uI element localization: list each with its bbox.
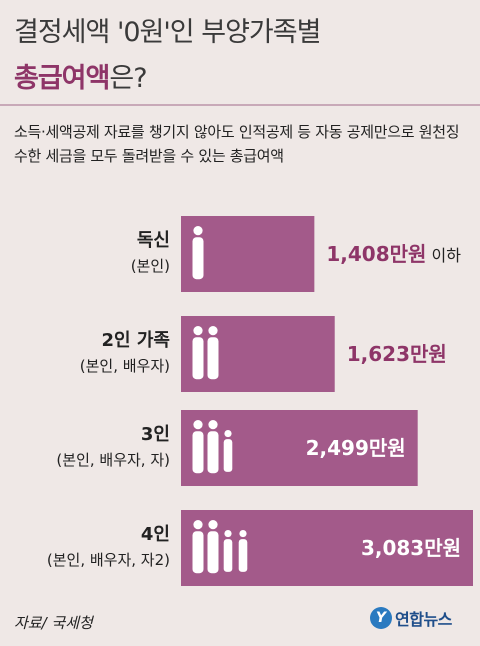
category-label-2: 3인 [141, 424, 170, 445]
person-icon-head-3-3 [239, 530, 247, 538]
title-line-1: 결정세액 '0원'인 부양가족별 [14, 17, 321, 48]
source-note: 자료/ 국세청 [14, 614, 93, 632]
title-divider [0, 104, 480, 106]
person-icon-head-3-2 [224, 530, 232, 538]
bar-1 [181, 316, 335, 392]
value-label-2: 2,499만원 [306, 436, 406, 460]
person-icon-head-2-0 [193, 420, 203, 430]
person-icon-body-2-0 [192, 431, 204, 474]
value-label-1: 1,623만원 [347, 342, 447, 366]
person-icon-head-2-2 [224, 430, 232, 438]
category-sublabel-3: (본인, 배우자, 자2) [47, 551, 170, 569]
person-icon-body-2-2 [223, 439, 233, 472]
person-icon-head-3-1 [208, 520, 218, 530]
value-label-0: 1,408만원 이하 [326, 242, 461, 266]
category-sublabel-0: (본인) [131, 257, 170, 275]
title-accent: 총급여액 [14, 63, 110, 94]
bar-chart: 독신 (본인) 1,408만원 이하 2인 가족 (본인, 배우자) 1,623만원 3인 (… [47, 216, 473, 586]
person-icon-body-2-1 [207, 431, 219, 474]
person-icon-head-1-1 [208, 326, 218, 336]
category-label-0: 독신 [137, 230, 170, 251]
category-label-1: 2인 가족 [102, 330, 170, 351]
value-label-3: 3,083만원 [361, 536, 461, 560]
person-icon-body-1-1 [207, 337, 219, 380]
person-icon-body-1-0 [192, 337, 204, 380]
subtitle: 소득·세액공제 자료를 챙기지 않아도 인적공제 등 자동 공제만으로 원천징수… [14, 123, 460, 165]
person-icon-head-1-0 [193, 326, 203, 336]
title-rest: 은? [109, 63, 147, 94]
bar-2 [181, 410, 418, 486]
logo-text: 연합뉴스 [395, 610, 452, 629]
person-icon-body-3-3 [238, 539, 248, 572]
title-line-2: 총급여액은? [14, 56, 148, 95]
logo-icon: Y [370, 607, 392, 629]
person-icon-head-2-1 [208, 420, 218, 430]
person-icon-body-3-1 [207, 531, 219, 574]
person-icon-body-3-0 [192, 531, 204, 574]
yonhap-logo: Y 연합뉴스 [370, 606, 452, 630]
person-icon-head-0-0 [193, 226, 203, 236]
value-suffix-0: 이하 [426, 246, 461, 265]
category-label-3: 4인 [141, 524, 170, 545]
person-icon-body-3-2 [223, 539, 233, 572]
person-icon-body-0-0 [192, 237, 204, 280]
category-sublabel-1: (본인, 배우자) [80, 357, 170, 375]
category-sublabel-2: (본인, 배우자, 자) [56, 451, 170, 469]
person-icon-head-3-0 [193, 520, 203, 530]
